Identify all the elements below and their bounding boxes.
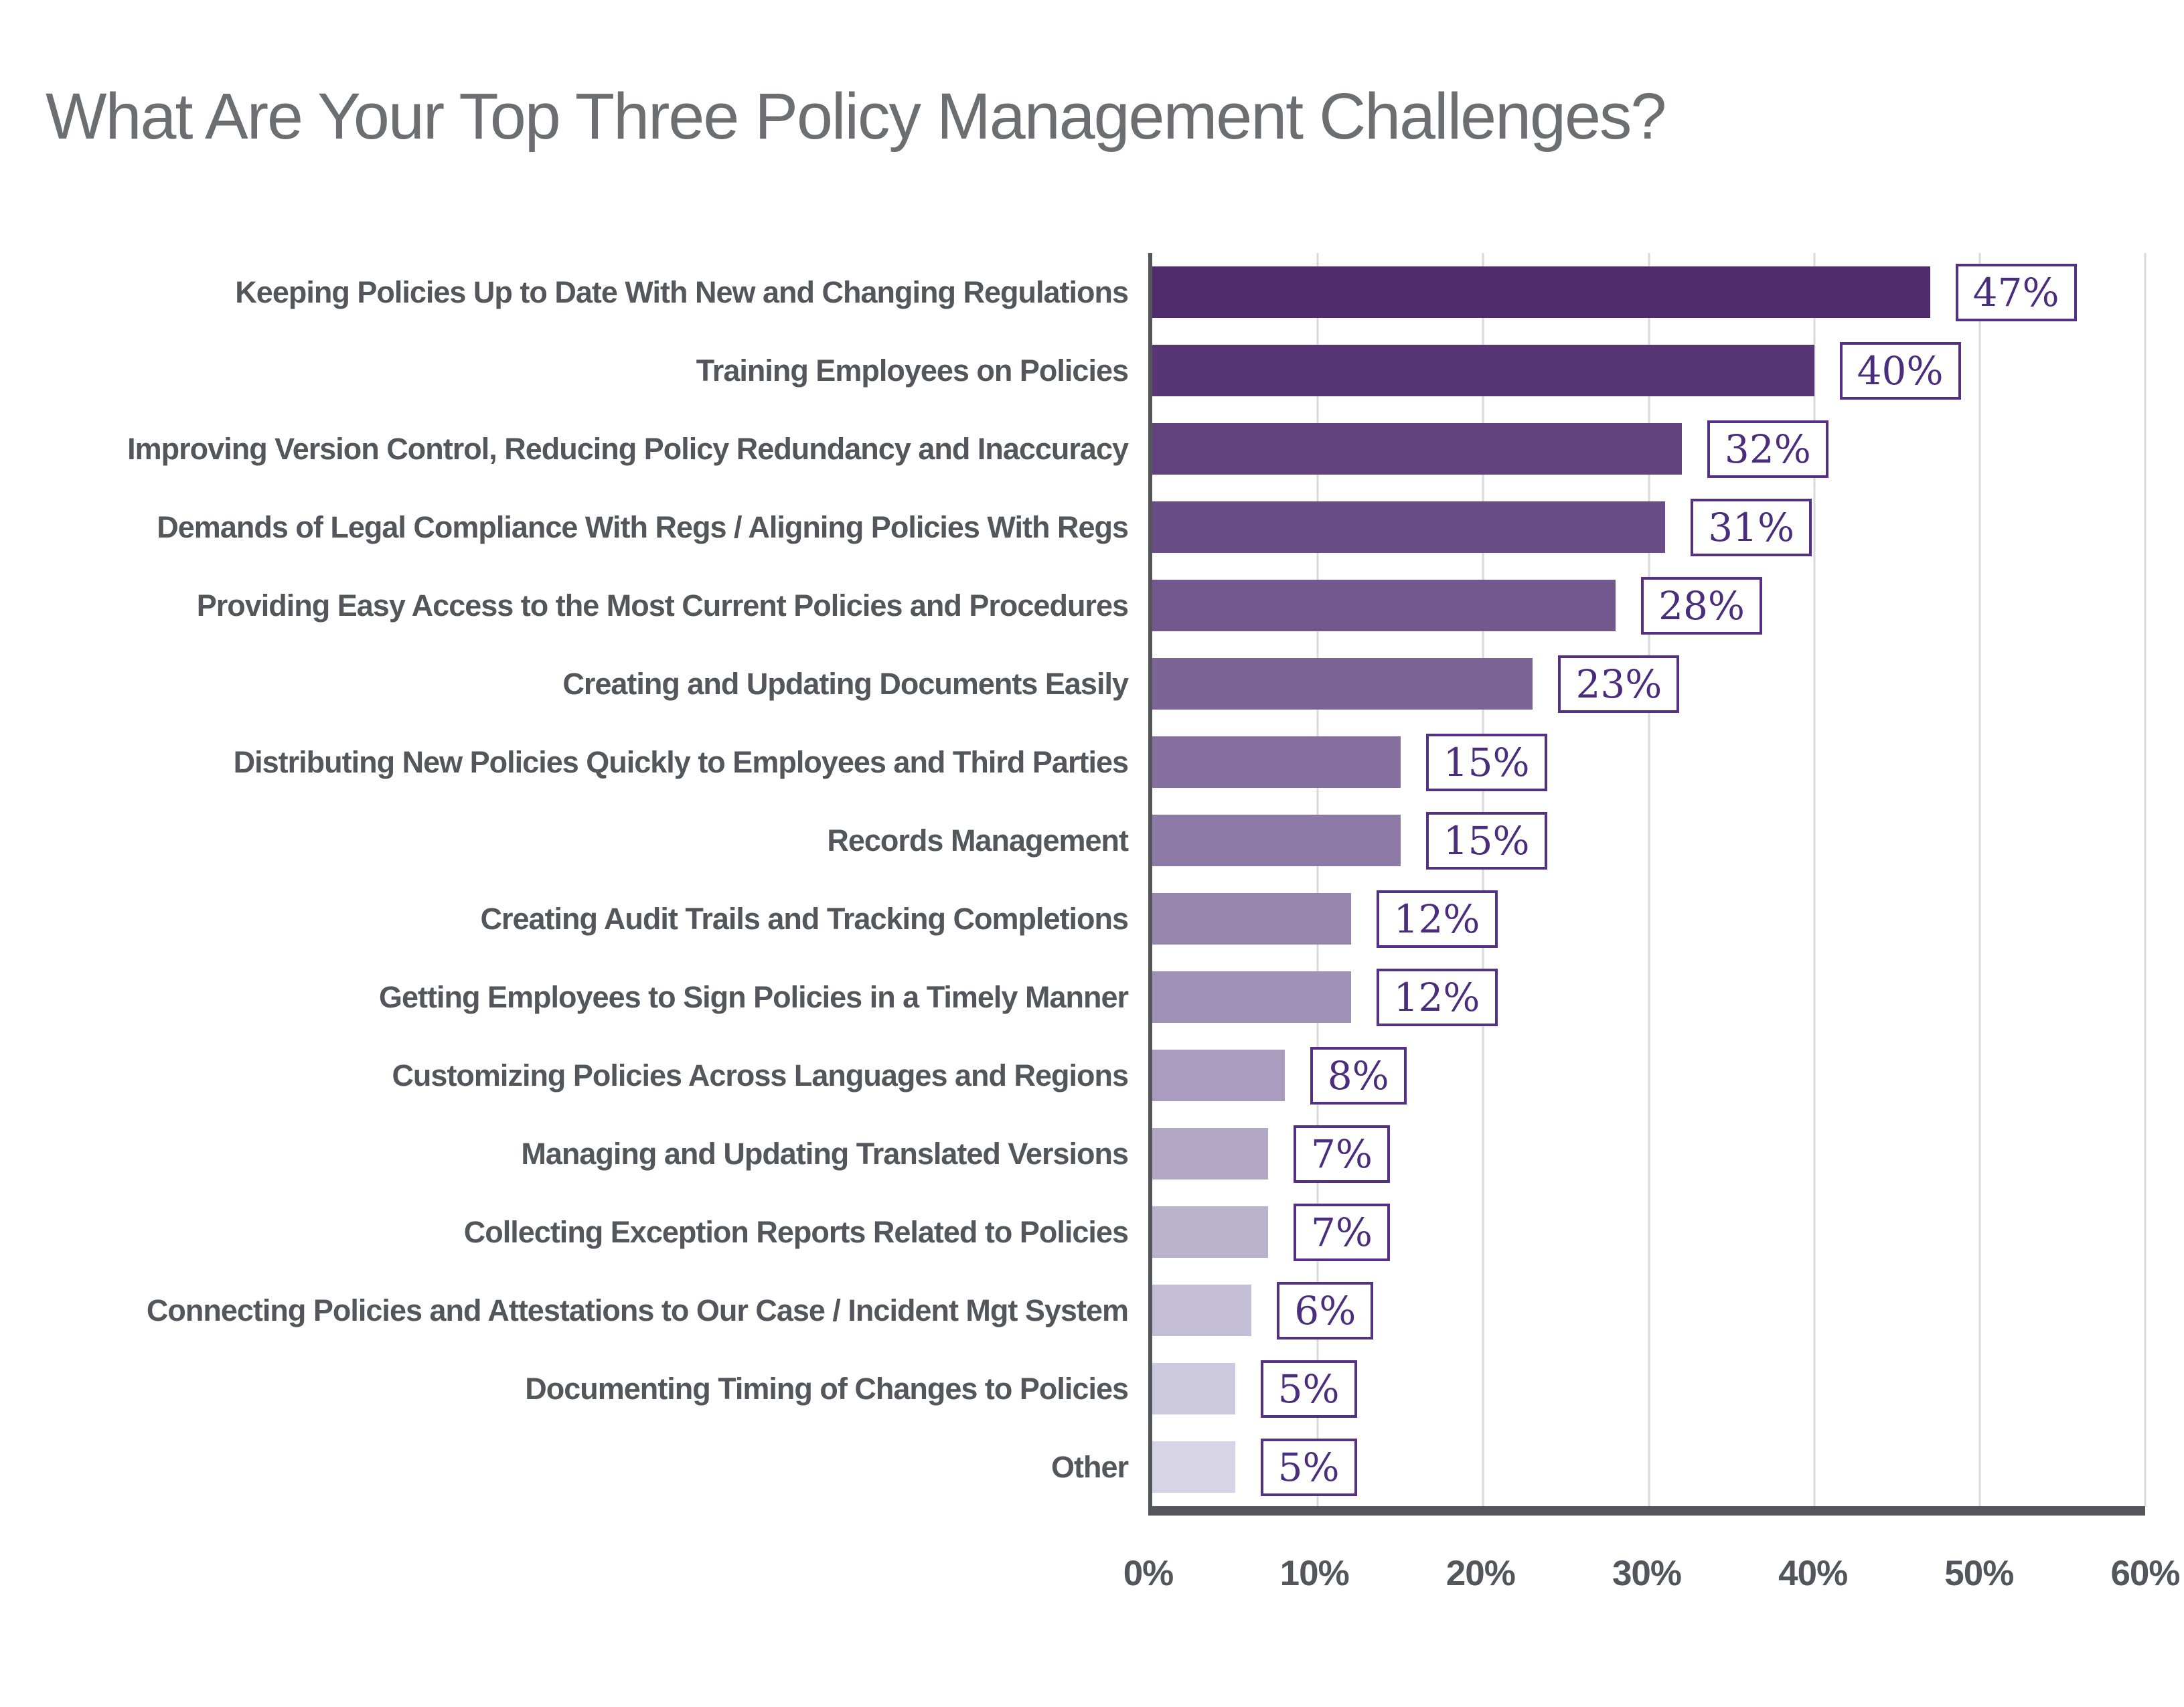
category-label: Improving Version Control, Reducing Poli… bbox=[127, 431, 1129, 466]
category-label: Providing Easy Access to the Most Curren… bbox=[196, 588, 1129, 623]
category-labels-column: Keeping Policies Up to Date With New and… bbox=[47, 253, 1148, 1516]
bar bbox=[1152, 1441, 1235, 1493]
bar-row: 15% bbox=[1152, 723, 2145, 801]
bar bbox=[1152, 815, 1401, 866]
category-label: Creating and Updating Documents Easily bbox=[562, 666, 1129, 701]
chart-body: Keeping Policies Up to Date With New and… bbox=[47, 253, 2147, 1516]
bar-row: 28% bbox=[1152, 566, 2145, 645]
bar-row: 40% bbox=[1152, 331, 2145, 410]
gridline bbox=[1648, 253, 1650, 1506]
value-badge: 23% bbox=[1558, 655, 1680, 713]
category-label: Other bbox=[1050, 1449, 1129, 1484]
value-badge: 15% bbox=[1425, 733, 1547, 791]
category-label: Managing and Updating Translated Version… bbox=[521, 1136, 1129, 1171]
x-axis-tick-label: 50% bbox=[1944, 1554, 2014, 1593]
bar bbox=[1152, 580, 1616, 631]
value-badge: 7% bbox=[1294, 1125, 1391, 1183]
bar bbox=[1152, 1128, 1269, 1180]
bar bbox=[1152, 1363, 1235, 1414]
category-label: Connecting Policies and Attestations to … bbox=[146, 1293, 1129, 1327]
value-badge: 15% bbox=[1425, 811, 1547, 870]
x-axis-tick-label: 40% bbox=[1778, 1554, 1848, 1593]
value-badge: 5% bbox=[1260, 1438, 1357, 1496]
category-label: Getting Employees to Sign Policies in a … bbox=[379, 979, 1129, 1014]
bar bbox=[1152, 736, 1401, 788]
bar-row: 5% bbox=[1152, 1428, 2145, 1506]
value-badge: 6% bbox=[1277, 1281, 1374, 1339]
bar-row: 15% bbox=[1152, 801, 2145, 880]
bar bbox=[1152, 893, 1351, 945]
value-badge: 12% bbox=[1376, 968, 1498, 1026]
x-axis-tick-label: 10% bbox=[1279, 1554, 1350, 1593]
value-badge: 7% bbox=[1294, 1203, 1391, 1261]
bar-row: 8% bbox=[1152, 1036, 2145, 1115]
gridline bbox=[1482, 253, 1484, 1506]
category-label: Demands of Legal Compliance With Regs / … bbox=[157, 509, 1129, 544]
category-label: Customizing Policies Across Languages an… bbox=[392, 1058, 1129, 1092]
value-badge: 31% bbox=[1691, 498, 1812, 556]
value-badge: 28% bbox=[1641, 576, 1762, 635]
bar bbox=[1152, 266, 1930, 318]
value-badge: 32% bbox=[1707, 420, 1828, 478]
value-badge: 12% bbox=[1376, 890, 1498, 948]
bar bbox=[1152, 1050, 1285, 1101]
value-badge: 8% bbox=[1310, 1046, 1407, 1105]
bar bbox=[1152, 345, 1814, 396]
bar-row: 7% bbox=[1152, 1115, 2145, 1193]
bar bbox=[1152, 658, 1533, 710]
bar bbox=[1152, 971, 1351, 1023]
bar bbox=[1152, 1206, 1269, 1258]
bar-row: 23% bbox=[1152, 645, 2145, 723]
category-label: Documenting Timing of Changes to Policie… bbox=[525, 1371, 1129, 1406]
gridline bbox=[2144, 253, 2147, 1506]
x-axis-tick-label: 20% bbox=[1446, 1554, 1516, 1593]
bar-row: 12% bbox=[1152, 958, 2145, 1036]
gridlines bbox=[1152, 253, 2147, 1506]
value-badge: 47% bbox=[1955, 263, 2077, 321]
bar-chart: Keeping Policies Up to Date With New and… bbox=[47, 253, 2181, 1623]
gridline bbox=[1813, 253, 1816, 1506]
gridline bbox=[1978, 253, 1981, 1506]
bar-row: 47% bbox=[1152, 253, 2145, 331]
plot-area: 47% 40% 32% 31% 28% 23% 15% 15% 12% 12% 8% 7% 7% 6% 5%… bbox=[1148, 253, 2147, 1516]
bar-row: 6% bbox=[1152, 1271, 2145, 1350]
category-label: Collecting Exception Reports Related to … bbox=[463, 1214, 1129, 1249]
category-label: Creating Audit Trails and Tracking Compl… bbox=[480, 901, 1129, 936]
bar bbox=[1152, 1285, 1252, 1336]
x-axis-tick-label: 30% bbox=[1612, 1554, 1682, 1593]
category-label: Training Employees on Policies bbox=[696, 353, 1129, 388]
category-label: Records Management bbox=[827, 823, 1129, 858]
x-axis-tick-label: 0% bbox=[1123, 1554, 1174, 1593]
value-badge: 5% bbox=[1260, 1360, 1357, 1418]
bar bbox=[1152, 423, 1682, 475]
gridline bbox=[1316, 253, 1319, 1506]
x-axis: 0% 10% 20% 30% 40% 50% 60% bbox=[1123, 1516, 2181, 1623]
bar bbox=[1152, 501, 1666, 553]
bar-row: 5% bbox=[1152, 1350, 2145, 1428]
value-badge: 40% bbox=[1839, 341, 1961, 400]
chart-title: What Are Your Top Three Policy Managemen… bbox=[46, 80, 1666, 153]
x-axis-tick-label: 60% bbox=[2110, 1554, 2180, 1593]
category-label: Keeping Policies Up to Date With New and… bbox=[235, 274, 1129, 309]
bar-row: 7% bbox=[1152, 1193, 2145, 1271]
bar-row: 31% bbox=[1152, 488, 2145, 566]
category-label: Distributing New Policies Quickly to Emp… bbox=[233, 744, 1129, 779]
bar-row: 32% bbox=[1152, 410, 2145, 488]
bar-row: 12% bbox=[1152, 880, 2145, 958]
